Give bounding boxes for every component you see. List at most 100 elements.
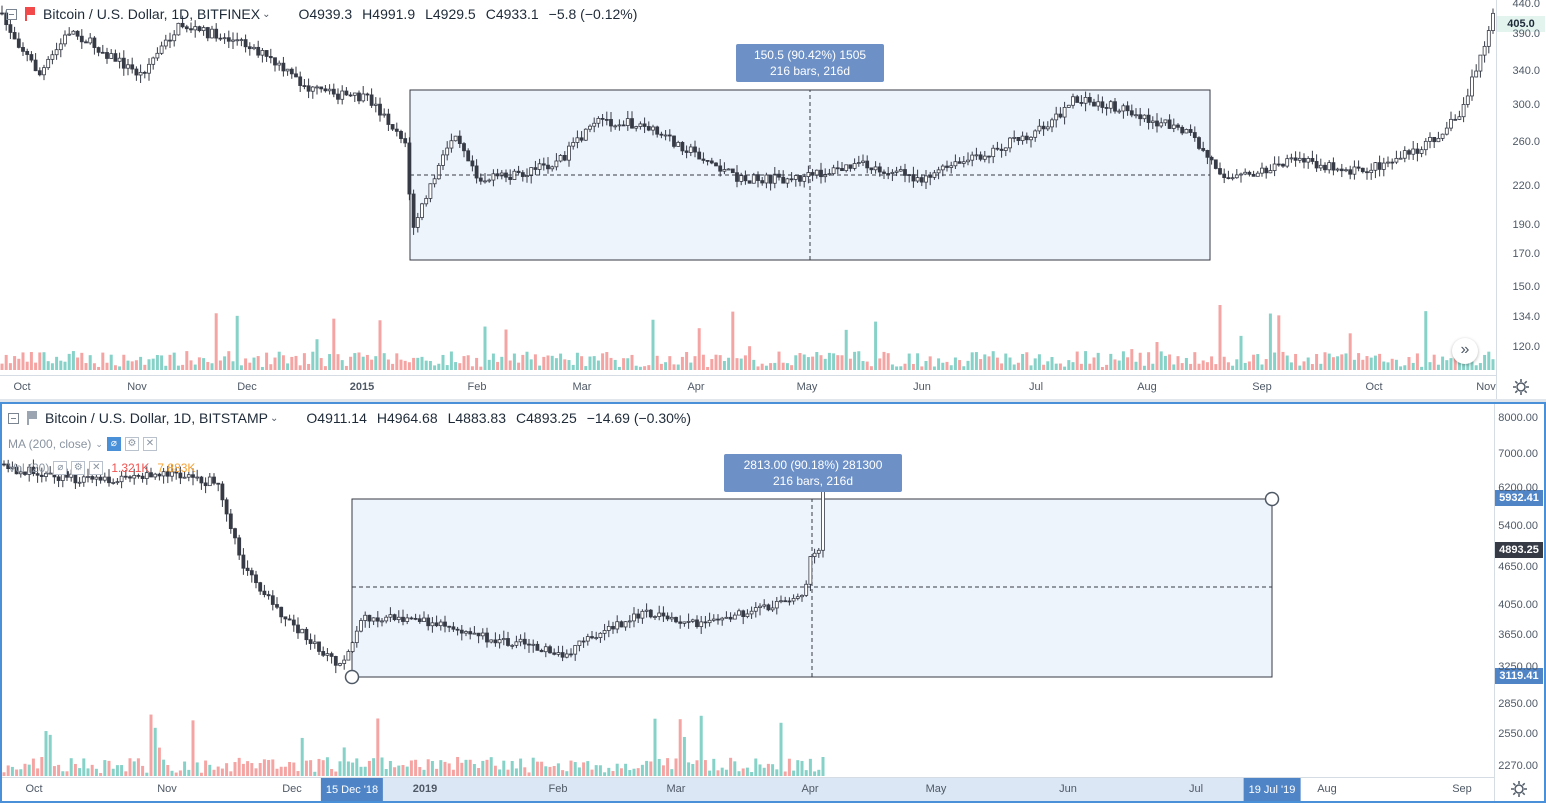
volume-bar <box>1285 355 1289 370</box>
volume-bar <box>636 768 640 776</box>
candle-body <box>130 64 135 70</box>
hide-eye-icon[interactable]: ⌀ <box>53 461 68 475</box>
price-tick-label: 440.0 <box>1512 0 1540 10</box>
candle-body <box>613 125 618 128</box>
candle-body <box>510 644 515 647</box>
volume-bar <box>821 757 825 776</box>
volume-bar <box>1092 357 1096 370</box>
candle-body <box>831 167 836 175</box>
volume-bar <box>1247 361 1251 370</box>
candle-body <box>560 652 565 658</box>
volume-bar <box>1483 354 1487 370</box>
ma-label[interactable]: MA (200, close) <box>8 437 92 451</box>
volume-bar <box>15 769 19 776</box>
candle-body <box>445 147 450 156</box>
range-bottom-price-badge: 3119.41 <box>1495 668 1543 684</box>
volume-bar <box>720 767 724 776</box>
volume-bar <box>477 768 481 776</box>
candle-body <box>940 165 945 171</box>
candle-body <box>231 39 235 42</box>
pane-separator[interactable] <box>0 399 1546 402</box>
candle-body <box>357 92 361 102</box>
candle-body <box>1381 162 1386 170</box>
candle-body <box>808 556 813 585</box>
symbol-title[interactable]: Bitcoin / U.S. Dollar, 1D, BITFINEX <box>43 6 261 22</box>
settings-icon[interactable]: ⚙ <box>124 437 139 451</box>
candle-body <box>869 167 874 171</box>
candle-body <box>787 600 792 603</box>
candle-body <box>420 203 424 218</box>
price-scale[interactable]: 405.0 440.0 390.0 340.0 300.0 260.0 220.0 190.… <box>1496 0 1546 399</box>
candle-body <box>312 641 317 644</box>
candle-body <box>621 124 626 127</box>
candle-body <box>791 598 796 602</box>
chart-pane-bitfinex[interactable]: Bitcoin / U.S. Dollar, 1D, BITFINEX ⌄ O4… <box>0 0 1546 399</box>
candle-body <box>1008 137 1012 149</box>
price-scale[interactable]: 5932.41 4893.25 3119.41 8000.00 7000.00 62… <box>1494 404 1544 801</box>
settings-gear-icon[interactable] <box>1510 780 1528 798</box>
volume-bar <box>561 770 565 776</box>
volume-bar <box>1277 315 1281 370</box>
candle-body <box>153 473 158 478</box>
candle-body <box>676 141 681 147</box>
drag-handle-end <box>1264 491 1280 507</box>
price-chart-bitstamp[interactable] <box>2 404 1494 779</box>
volume-bar <box>132 761 136 776</box>
candle-body <box>627 620 632 623</box>
candle-body <box>949 165 954 168</box>
candle-body <box>1474 70 1479 78</box>
volume-bar <box>330 769 334 776</box>
time-axis[interactable]: Oct Nov Dec 2015 Feb Mar Apr May Jun Jul Aug Sep Oct… <box>0 375 1496 399</box>
candle-body <box>1449 118 1453 129</box>
time-axis[interactable]: 15 Dec '18 19 Jul '19 Oct Nov Dec 2019 Feb Ma… <box>2 777 1494 801</box>
volume-bar <box>1126 357 1130 370</box>
symbol-title[interactable]: Bitcoin / U.S. Dollar, 1D, BITSTAMP <box>45 410 269 426</box>
candle-body <box>903 169 907 176</box>
candle-body <box>991 147 996 158</box>
candle-body <box>604 118 609 121</box>
candle-body <box>1209 156 1214 161</box>
volume-indicator-legend[interactable]: Vol (20) ⌀ ⚙ ✕ 1.321K 7.883K <box>8 461 195 475</box>
volume-bar <box>1172 364 1176 370</box>
time-tick-label: Apr <box>687 381 705 393</box>
collapse-icon[interactable] <box>8 412 19 424</box>
volume-bar <box>283 766 287 776</box>
last-price-badge: 405.0 <box>1497 16 1545 32</box>
volume-bar <box>239 365 243 370</box>
scroll-to-realtime-button[interactable]: » <box>1452 338 1478 364</box>
range-top-price-badge: 5932.41 <box>1495 490 1543 506</box>
candle-body <box>1117 110 1122 113</box>
price-chart-bitfinex[interactable] <box>0 0 1496 375</box>
settings-icon[interactable]: ⚙ <box>71 461 86 475</box>
volume-bar <box>1327 353 1331 370</box>
candle-body <box>2 463 6 466</box>
candle-body <box>25 50 30 55</box>
close-icon[interactable]: ✕ <box>89 461 104 475</box>
chevron-down-icon[interactable]: ⌄ <box>95 438 103 449</box>
vol-label[interactable]: Vol (20) <box>8 461 50 475</box>
volume-bar <box>1273 352 1277 370</box>
volume-bar <box>615 763 619 776</box>
chevron-down-icon[interactable]: ⌄ <box>270 412 279 424</box>
volume-bar <box>481 760 485 776</box>
chart-pane-bitstamp[interactable]: Bitcoin / U.S. Dollar, 1D, BITSTAMP ⌄ O4… <box>0 402 1546 803</box>
volume-bar <box>1449 358 1453 370</box>
settings-gear-icon[interactable] <box>1512 378 1530 396</box>
flag-icon[interactable] <box>27 411 37 425</box>
volume-bar <box>82 758 86 776</box>
candle-body <box>861 160 865 163</box>
volume-bar <box>1457 361 1461 370</box>
time-tick-label: Oct <box>13 381 31 393</box>
candle-body <box>1335 168 1340 171</box>
volume-bar <box>508 360 512 370</box>
ma-indicator-legend[interactable]: MA (200, close) ⌄ ⌀ ⚙ ✕ <box>8 437 157 451</box>
volume-bar <box>475 357 479 370</box>
hide-eye-icon[interactable]: ⌀ <box>106 437 121 451</box>
flag-icon[interactable] <box>25 7 35 21</box>
candle-body <box>539 649 544 653</box>
volume-bar <box>827 352 831 370</box>
chevron-down-icon[interactable]: ⌄ <box>262 8 271 20</box>
collapse-icon[interactable] <box>6 8 17 20</box>
close-icon[interactable]: ✕ <box>142 437 157 451</box>
volume-bar <box>1163 355 1167 370</box>
